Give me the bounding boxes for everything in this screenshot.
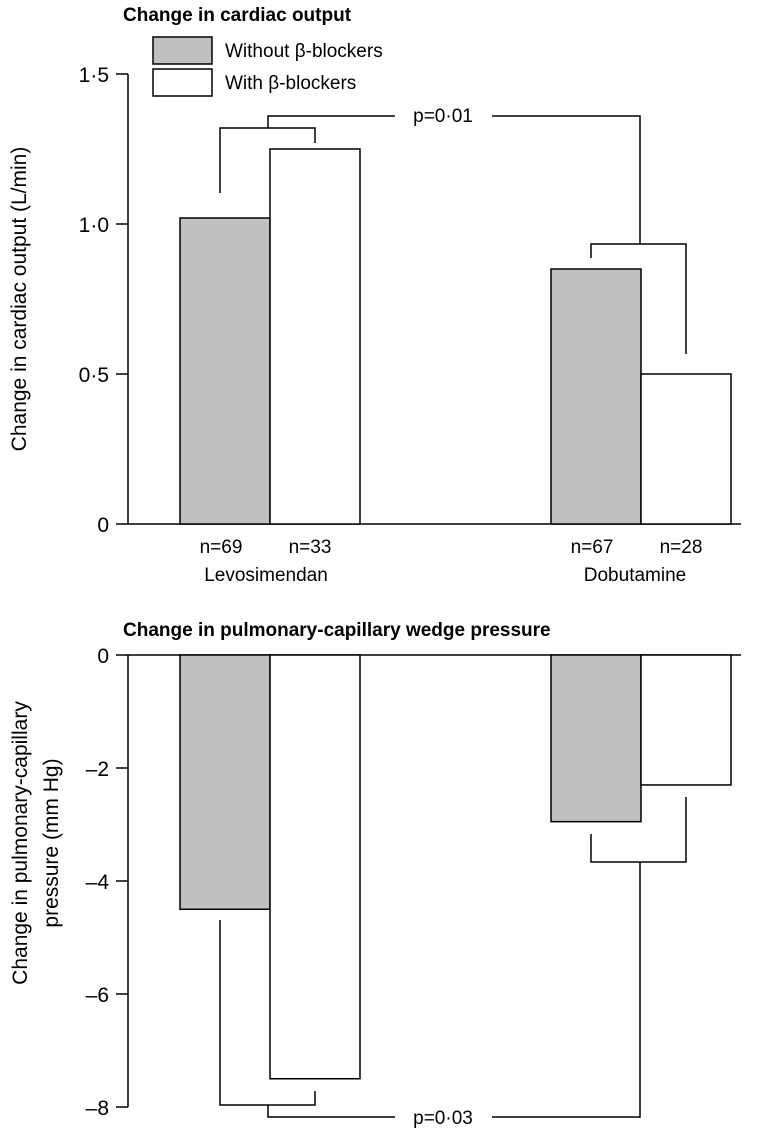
n-label-dobu-with: n=28 — [660, 537, 703, 558]
legend-swatch-with — [152, 68, 213, 97]
chart1-y-tick-label: 1·0 — [79, 214, 109, 237]
legend-swatch-without — [152, 36, 213, 65]
n-label-levo-without: n=69 — [200, 537, 243, 558]
chart1-y-tick-label: 0 — [97, 514, 109, 537]
chart2-y-tick-label: –4 — [86, 871, 110, 894]
legend-label-with: With β-blockers — [225, 73, 356, 94]
chart1-bar-without-levosimendan — [179, 217, 271, 525]
chart2-y-tick-label: –6 — [86, 984, 109, 1007]
chart2-y-tick-label: –2 — [86, 758, 109, 781]
chart2-p-value: p=0·03 — [413, 1108, 473, 1129]
wedge-pressure-chart: Change in pulmonary-capillary wedge pres… — [9, 620, 741, 1129]
chart2-y-axis-label-line2: pressure (mm Hg) — [40, 758, 63, 927]
chart2-y-tick-label: 0 — [97, 645, 109, 668]
chart1-significance-bracket — [219, 115, 687, 354]
chart1-y-axis-label: Change in cardiac output (L/min) — [8, 147, 31, 452]
chart1-y-tick-label: 0·5 — [79, 364, 109, 387]
chart2-significance-bracket — [219, 797, 687, 1118]
chart1-bar-with-dobutamine — [640, 373, 732, 525]
category-label-dobutamine: Dobutamine — [584, 565, 686, 586]
chart2-bar-without-dobutamine — [550, 654, 642, 823]
chart2-title: Change in pulmonary-capillary wedge pres… — [123, 620, 551, 641]
chart2-bar-without-levosimendan — [179, 654, 271, 910]
chart1-y-ticks: 0 0·5 1·0 1·5 — [79, 64, 128, 537]
chart2-bar-with-levosimendan — [269, 654, 361, 1080]
chart1-title: Change in cardiac output — [123, 5, 352, 26]
category-label-levosimendan: Levosimendan — [204, 565, 328, 586]
chart2-y-axis-label-line1: Change in pulmonary-capillary — [9, 701, 32, 985]
chart1-p-value: p=0·01 — [413, 106, 473, 127]
chart1-bar-without-dobutamine — [550, 268, 642, 525]
n-label-dobu-without: n=67 — [571, 537, 614, 558]
chart2-bar-with-dobutamine — [640, 654, 732, 786]
cardiac-output-chart: Change in cardiac output Without β-block… — [8, 5, 741, 586]
n-label-levo-with: n=33 — [289, 537, 332, 558]
chart1-y-tick-label: 1·5 — [79, 64, 109, 87]
chart2-y-ticks: 0 –2 –4 –6 –8 — [86, 645, 128, 1120]
chart1-bars — [179, 148, 732, 525]
chart1-bar-with-levosimendan — [269, 148, 361, 525]
legend: Without β-blockers With β-blockers — [152, 36, 383, 97]
chart2-y-tick-label: –8 — [86, 1097, 109, 1120]
legend-label-without: Without β-blockers — [225, 41, 383, 62]
chart2-bars — [179, 654, 732, 1080]
